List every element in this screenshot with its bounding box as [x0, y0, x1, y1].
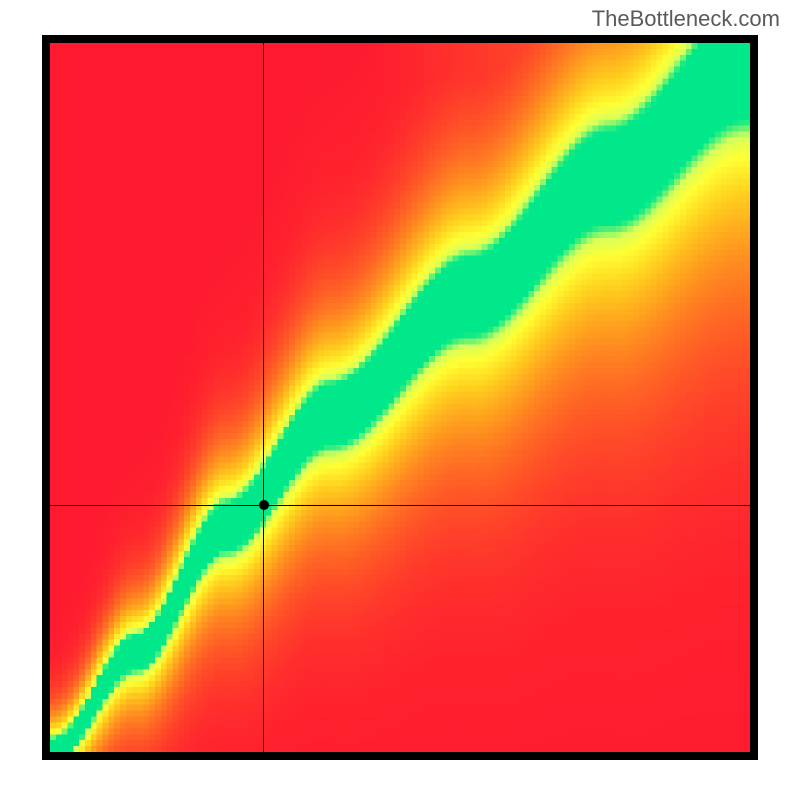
plot-inner [50, 43, 750, 752]
chart-container: TheBottleneck.com [0, 0, 800, 800]
crosshair-vertical [263, 43, 264, 752]
watermark-text: TheBottleneck.com [592, 6, 780, 32]
plot-frame [42, 35, 758, 760]
crosshair-marker [259, 500, 269, 510]
crosshair-horizontal [50, 505, 750, 506]
heatmap-canvas [50, 43, 750, 752]
